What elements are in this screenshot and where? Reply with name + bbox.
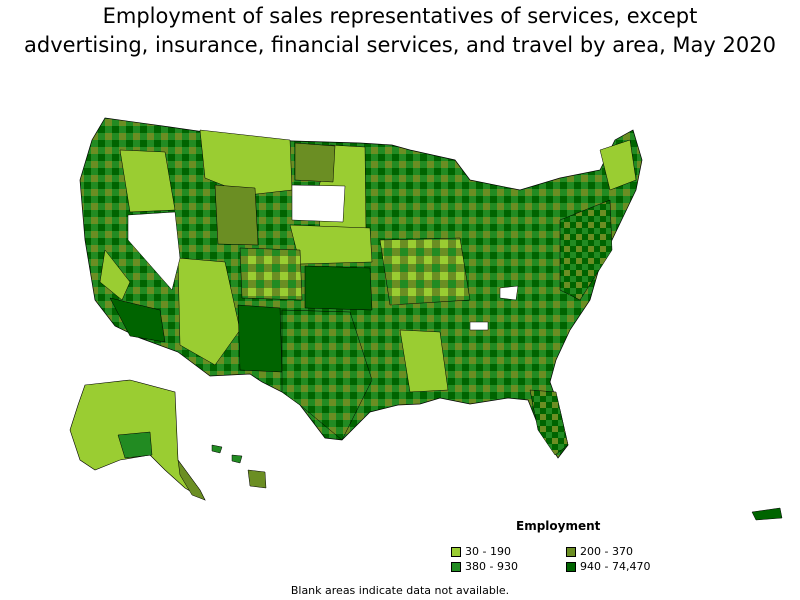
tennessee-blank-area (469, 321, 489, 331)
alaska-south-region (117, 431, 153, 459)
south-light-region (399, 329, 449, 393)
oregon-idaho-light-region (119, 149, 176, 213)
legend-label: 380 - 930 (465, 560, 518, 573)
choropleth-map (69, 117, 783, 521)
wyoming-region (214, 184, 259, 246)
alaska-panhandle-region (177, 459, 206, 501)
utah-arizona-light-region (177, 257, 241, 366)
legend-item-30-190: 30 - 190 (451, 545, 511, 558)
footnote: Blank areas indicate data not available. (290, 584, 510, 597)
florida-region (529, 389, 569, 456)
east-coast-region (559, 199, 613, 301)
northeast-light-region (599, 139, 637, 191)
california-light-region (99, 249, 131, 301)
north-dakota-region (294, 142, 336, 183)
legend-swatch (451, 561, 461, 572)
midwest-region (379, 237, 471, 306)
legend-label: 200 - 370 (580, 545, 633, 558)
title-line-2: advertising, insurance, financial servic… (24, 33, 776, 57)
southern-california-region (109, 297, 166, 343)
nebraska-light-region (289, 224, 373, 265)
legend-label: 30 - 190 (465, 545, 511, 558)
title-line-1: Employment of sales representatives of s… (102, 4, 698, 28)
colorado-region (239, 247, 303, 301)
legend-swatch (566, 546, 576, 557)
dakota-blank-area (291, 184, 346, 223)
legend-item-940-74470: 940 - 74,470 (566, 560, 650, 573)
legend-swatch (451, 546, 461, 557)
texas-region (281, 309, 373, 441)
puerto-rico-region (751, 507, 783, 521)
legend-heading: Employment (516, 519, 601, 533)
map-title: Employment of sales representatives of s… (0, 2, 800, 60)
legend-item-380-930: 380 - 930 (451, 560, 518, 573)
legend-swatch (566, 561, 576, 572)
hawaii-islands (211, 444, 267, 489)
ohio-valley-blank-area (499, 285, 519, 301)
kansas-region (304, 265, 373, 311)
montana-light-region (199, 129, 293, 196)
legend-item-200-370: 200 - 370 (566, 545, 633, 558)
new-mexico-region (237, 304, 283, 373)
legend-label: 940 - 74,470 (580, 560, 651, 573)
nevada-blank-area (127, 211, 181, 291)
